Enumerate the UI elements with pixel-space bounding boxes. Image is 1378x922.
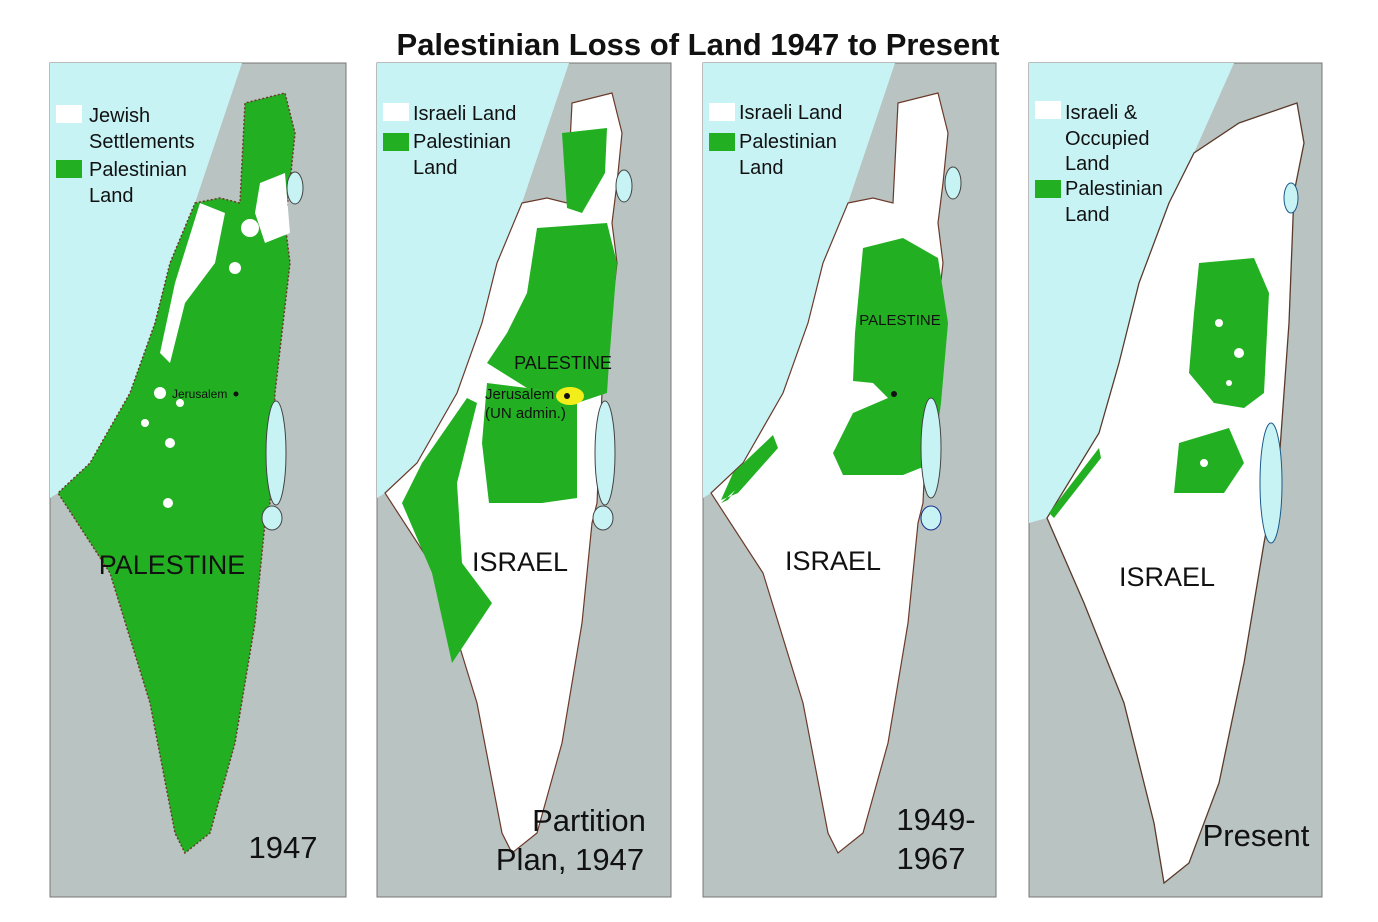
map-caption: 1947 xyxy=(249,830,318,865)
legend-label: Jewish xyxy=(89,105,150,127)
map-1949-1967: Israeli Land Palestinian Land PALESTINE … xyxy=(702,62,997,898)
jewish-settlements xyxy=(141,173,290,508)
legend-label: Palestinian xyxy=(89,159,187,181)
legend-label: Occupied xyxy=(1065,128,1150,150)
legend-label: Palestinian xyxy=(739,131,837,153)
legend-label: Palestinian xyxy=(1065,178,1163,200)
legend-label: Land xyxy=(739,157,784,179)
legend-label: Land xyxy=(89,185,134,207)
country-label: ISRAEL xyxy=(1119,562,1215,592)
palestinian-land xyxy=(721,238,948,503)
region-label: PALESTINE xyxy=(859,312,940,329)
page-title: Palestinian Loss of Land 1947 to Present xyxy=(397,27,1000,62)
palestinian-land xyxy=(1049,258,1269,518)
city-note: (UN admin.) xyxy=(485,405,566,422)
country-label: ISRAEL xyxy=(785,546,881,576)
legend-label: Palestinian xyxy=(413,131,511,153)
city-label: Jerusalem xyxy=(172,387,227,401)
legend-label: Land xyxy=(413,157,458,179)
region-label: PALESTINE xyxy=(99,550,246,580)
legend-swatch-green xyxy=(56,160,82,178)
map-caption: Present xyxy=(1203,818,1310,853)
region-label: PALESTINE xyxy=(514,353,612,373)
map-caption: Plan, 1947 xyxy=(496,842,644,877)
map-partition-1947: Israeli Land Palestinian Land PALESTINE … xyxy=(376,62,672,898)
city-label: Jerusalem xyxy=(485,386,554,403)
legend-label: Israeli & xyxy=(1065,102,1138,124)
map-caption: 1967 xyxy=(897,841,966,876)
map-caption: Partition xyxy=(532,803,646,838)
legend-label: Land xyxy=(1065,204,1110,226)
legend-label: Israeli Land xyxy=(739,102,842,124)
map-present: Israeli & Occupied Land Palestinian Land… xyxy=(1028,62,1323,898)
legend-label: Israeli Land xyxy=(413,103,516,125)
legend-label: Settlements xyxy=(89,131,195,153)
map-1947: Jewish Settlements Palestinian Land Jeru… xyxy=(49,62,347,898)
legend-label: Land xyxy=(1065,153,1110,175)
legend-swatch-white xyxy=(56,105,82,123)
palestinian-land xyxy=(402,128,617,663)
country-label: ISRAEL xyxy=(472,547,568,577)
map-caption: 1949- xyxy=(896,802,975,837)
